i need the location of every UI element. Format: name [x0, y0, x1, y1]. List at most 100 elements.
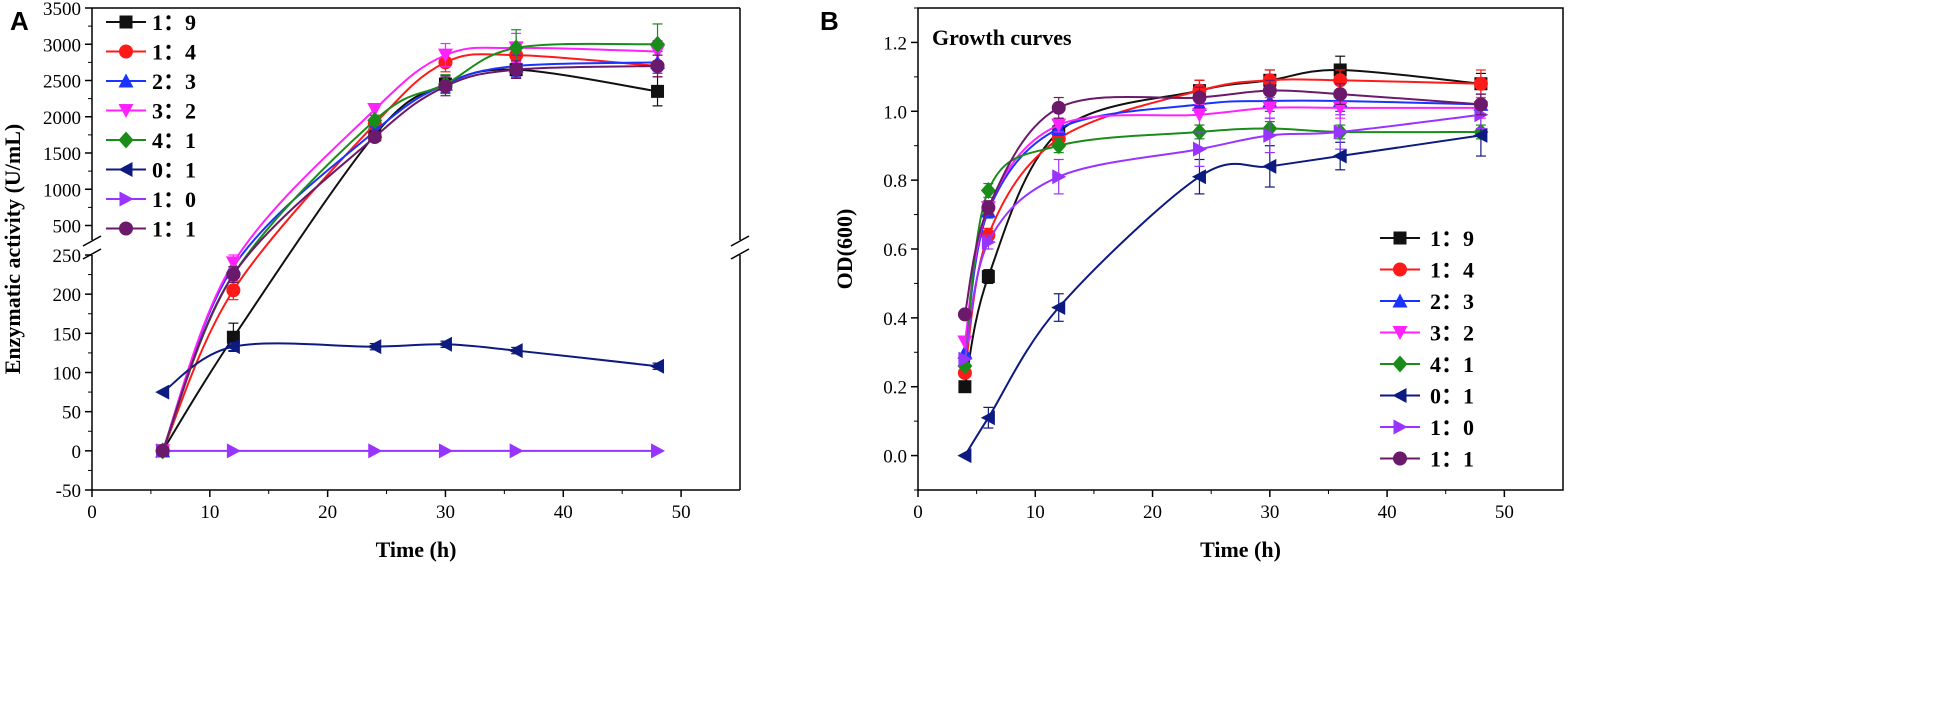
x-tick-label: 40	[554, 502, 573, 523]
data-point	[508, 343, 523, 359]
data-point	[1262, 101, 1278, 116]
data-point	[981, 270, 995, 284]
y-axis-label: OD(600)	[832, 209, 857, 290]
legend-label: 1：0	[1430, 415, 1474, 440]
data-point	[367, 103, 383, 117]
legend-label: 2：3	[152, 69, 196, 94]
data-point	[1191, 108, 1207, 123]
data-point	[437, 48, 453, 63]
x-axis-label: Time (h)	[1200, 537, 1281, 562]
data-point	[651, 84, 665, 98]
panel-a-chart: 0 10 20 30 40 50 -50 0 50 100 150 200 250 500 1000 1500…	[0, 0, 750, 562]
legend-marker	[1392, 355, 1408, 373]
data-point	[1473, 127, 1488, 143]
legend-label: 4：1	[1430, 352, 1474, 377]
legend-marker	[1393, 419, 1408, 435]
legend-marker	[118, 162, 133, 177]
data-point	[438, 79, 453, 94]
series-line	[161, 53, 658, 452]
data-point	[1263, 127, 1278, 143]
legend-label: 3：2	[152, 99, 196, 124]
legend-marker	[1393, 451, 1407, 466]
axis-break-mark	[82, 248, 102, 260]
axis-break-mark	[730, 235, 750, 247]
data-point	[651, 443, 666, 459]
data-point	[1051, 300, 1066, 316]
data-point	[367, 339, 382, 355]
legend-label: 1：1	[152, 217, 196, 242]
legend-marker	[1392, 293, 1408, 308]
data-point	[958, 351, 973, 367]
data-point	[1051, 100, 1066, 115]
x-tick-label: 30	[436, 502, 455, 523]
data-point	[957, 307, 972, 322]
data-point	[650, 59, 665, 73]
data-point	[1473, 97, 1488, 112]
panel-b-chart: 0 10 20 30 40 50 0.0 0.2 0.4 0.6 0.8 1.0 1.2 Growth c…	[832, 7, 1564, 562]
y-tick-label: 0.2	[883, 378, 907, 399]
data-point	[980, 410, 995, 426]
data-point	[226, 283, 241, 298]
panel-a-label: A	[10, 6, 29, 36]
data-point	[367, 130, 382, 145]
legend-a: 1：9 1：4 2：3 3：2 4：1 0：1 1：0 1：1	[106, 10, 196, 242]
series-a-7	[155, 54, 665, 458]
x-axis-label: Time (h)	[376, 537, 457, 562]
series-line	[963, 99, 1481, 353]
data-point	[1262, 158, 1277, 174]
data-point	[226, 330, 240, 344]
data-point	[981, 234, 996, 250]
data-point	[155, 443, 170, 458]
data-point	[368, 443, 383, 459]
legend-label: 0：1	[152, 158, 196, 183]
data-point	[367, 111, 383, 129]
data-point	[980, 181, 996, 199]
series-line	[963, 68, 1482, 387]
y-tick-label: 0.0	[883, 447, 907, 468]
legend-marker	[118, 73, 134, 88]
data-point	[155, 384, 170, 400]
legend-marker	[119, 191, 134, 207]
legend-label: 1：4	[152, 40, 196, 65]
legend-marker	[118, 104, 134, 118]
data-point	[1262, 83, 1277, 98]
y-tick-label: 150	[53, 324, 82, 345]
series-b-5	[957, 114, 1488, 464]
y-axis-label: Enzymatic activity (U/mL)	[0, 124, 25, 375]
legend-label: 4：1	[152, 128, 196, 153]
data-point	[226, 267, 241, 282]
y-tick-label: 0	[72, 442, 82, 463]
y-tick-label: 100	[53, 364, 82, 385]
x-tick-label: 50	[1495, 502, 1514, 523]
data-point	[437, 336, 452, 352]
y-tick-label: 3000	[43, 35, 81, 56]
y-tick-label: 50	[62, 403, 81, 424]
y-tick-label: 2500	[43, 72, 81, 93]
data-point	[957, 448, 972, 464]
data-point	[1052, 169, 1067, 185]
chart-title: Growth curves	[932, 25, 1072, 50]
x-tick-label: 0	[913, 502, 923, 523]
legend-label: 1：9	[1430, 226, 1474, 251]
y-tick-label: 2000	[43, 108, 81, 129]
legend-label: 2：3	[1430, 289, 1474, 314]
series-line	[964, 134, 1482, 457]
series-a-4	[155, 23, 666, 460]
axis-break-mark	[82, 235, 102, 247]
series-a-5	[155, 336, 665, 400]
data-point	[1051, 118, 1067, 133]
series-b-3	[957, 96, 1489, 350]
data-point	[1333, 124, 1348, 140]
panel-b-label: B	[820, 6, 839, 36]
series-b-6	[958, 100, 1489, 367]
legend-label: 3：2	[1430, 321, 1474, 346]
data-point	[1473, 76, 1488, 91]
axis-break-mark	[730, 248, 750, 260]
legend-marker	[119, 15, 133, 29]
data-point	[958, 380, 972, 394]
legend-label: 1：1	[1430, 447, 1474, 472]
series-b-0	[958, 55, 1488, 394]
y-tick-label: 1.0	[883, 102, 907, 123]
legend-marker	[119, 44, 133, 59]
data-point	[650, 358, 665, 374]
